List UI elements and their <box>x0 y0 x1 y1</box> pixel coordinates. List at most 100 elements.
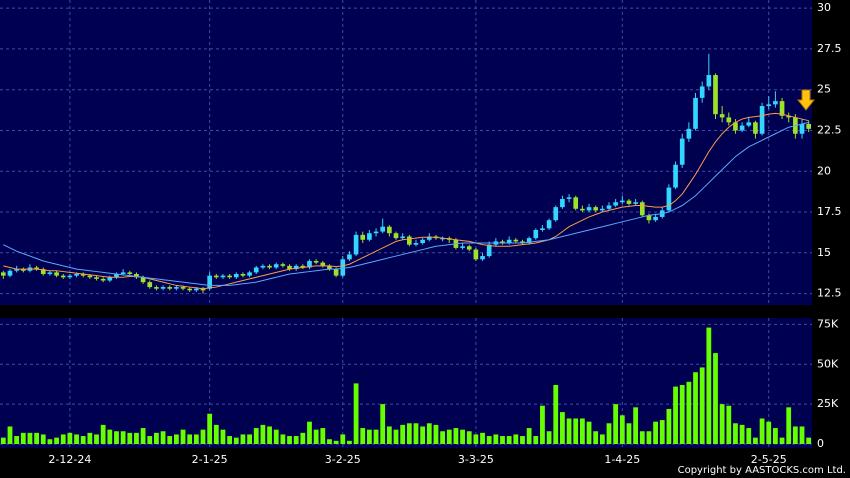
candle-body <box>140 277 146 283</box>
volume-bar <box>347 440 352 445</box>
candle-body <box>786 115 792 118</box>
candle-body <box>160 287 166 289</box>
candle-body <box>560 198 565 208</box>
volume-bar <box>426 423 432 445</box>
x-tick-label: 2-1-25 <box>192 453 228 466</box>
volume-bar <box>200 429 206 445</box>
candle-body <box>120 272 126 275</box>
candle-body <box>406 236 412 245</box>
volume-bar <box>540 405 545 445</box>
candle-body <box>393 233 399 239</box>
candle-body <box>673 164 678 188</box>
volume-bar <box>120 431 126 445</box>
candle-body <box>367 233 372 240</box>
volume-bar <box>646 431 652 445</box>
candle-body <box>67 275 73 278</box>
candle-body <box>580 208 585 211</box>
candle-body <box>400 236 406 239</box>
candle-body <box>194 288 199 291</box>
volume-bar <box>573 418 579 445</box>
candle-body <box>533 229 539 239</box>
candle-body <box>100 278 106 281</box>
volume-bar <box>273 429 279 445</box>
volume-bar <box>653 421 658 445</box>
volume-bar <box>533 436 539 445</box>
candle-body <box>773 101 778 105</box>
volume-bar <box>726 405 732 445</box>
volume-bar <box>639 431 645 445</box>
candle-body <box>247 272 252 276</box>
candle-body <box>513 239 519 242</box>
volume-bar <box>160 431 166 445</box>
copyright: Copyright by AASTOCKS.com Ltd. <box>678 465 846 476</box>
candle-body <box>613 202 618 206</box>
volume-bar <box>60 434 66 445</box>
moving-average-line <box>3 121 809 286</box>
volume-bar <box>180 429 186 445</box>
volume-bar <box>300 432 306 445</box>
volume-bar <box>693 372 698 445</box>
candle-body <box>440 238 445 240</box>
volume-bar <box>187 434 193 445</box>
volume-bar <box>599 434 605 445</box>
candle-body <box>719 114 725 118</box>
volume-bar <box>147 436 153 445</box>
volume-bar <box>613 404 619 445</box>
candle-body <box>759 106 765 134</box>
volume-bar <box>34 432 40 445</box>
candle-body <box>766 104 772 107</box>
candle-body <box>300 265 306 268</box>
candle-body <box>679 138 685 165</box>
volume-bar <box>513 434 519 445</box>
volume-bar <box>433 424 439 445</box>
volume-bar <box>486 436 492 445</box>
y-tick-label: 15 <box>817 246 831 259</box>
candle-body <box>293 265 299 270</box>
candle-body <box>387 226 392 234</box>
volume-bar <box>47 439 53 445</box>
volume-bar <box>466 431 472 445</box>
candle-body <box>380 226 386 232</box>
volume-bar <box>127 432 133 445</box>
candle-body <box>540 228 545 230</box>
volume-bar <box>659 420 665 445</box>
volume-bar <box>327 439 332 445</box>
candle-body <box>486 244 492 257</box>
candle-body <box>154 287 159 289</box>
volume-bar <box>753 437 758 445</box>
volume-bar <box>633 407 639 445</box>
volume-bar <box>480 432 485 445</box>
candle-body <box>799 123 805 134</box>
volume-bar <box>586 421 592 445</box>
y-tick-label: 17.5 <box>817 205 842 218</box>
x-tick-label: 3-2-25 <box>325 453 361 466</box>
candle-body <box>94 277 99 279</box>
candle-body <box>60 275 66 278</box>
candle-body <box>220 275 226 278</box>
candle-body <box>74 274 79 276</box>
volume-bar <box>173 434 179 445</box>
candle-body <box>180 287 186 289</box>
candle-body <box>546 220 552 229</box>
volume-bar <box>154 432 159 445</box>
volume-bar <box>67 432 73 445</box>
volume-bar <box>134 432 139 445</box>
candle-body <box>207 275 212 289</box>
volume-bar <box>253 428 259 445</box>
signal-arrow <box>796 89 816 111</box>
volume-bar <box>699 367 705 445</box>
volume-bar <box>792 426 798 445</box>
volume-bar <box>293 436 299 445</box>
candle-body <box>619 200 625 203</box>
candle-body <box>273 264 279 268</box>
candle-body <box>280 264 286 266</box>
volume-bar <box>167 436 173 445</box>
candle-body <box>753 122 758 134</box>
volume-bar <box>546 431 552 445</box>
volume-bar <box>746 428 752 445</box>
volume-bar <box>579 418 585 445</box>
candle-body <box>480 256 485 260</box>
volume-bar <box>566 418 572 445</box>
volume-bar <box>333 440 339 445</box>
